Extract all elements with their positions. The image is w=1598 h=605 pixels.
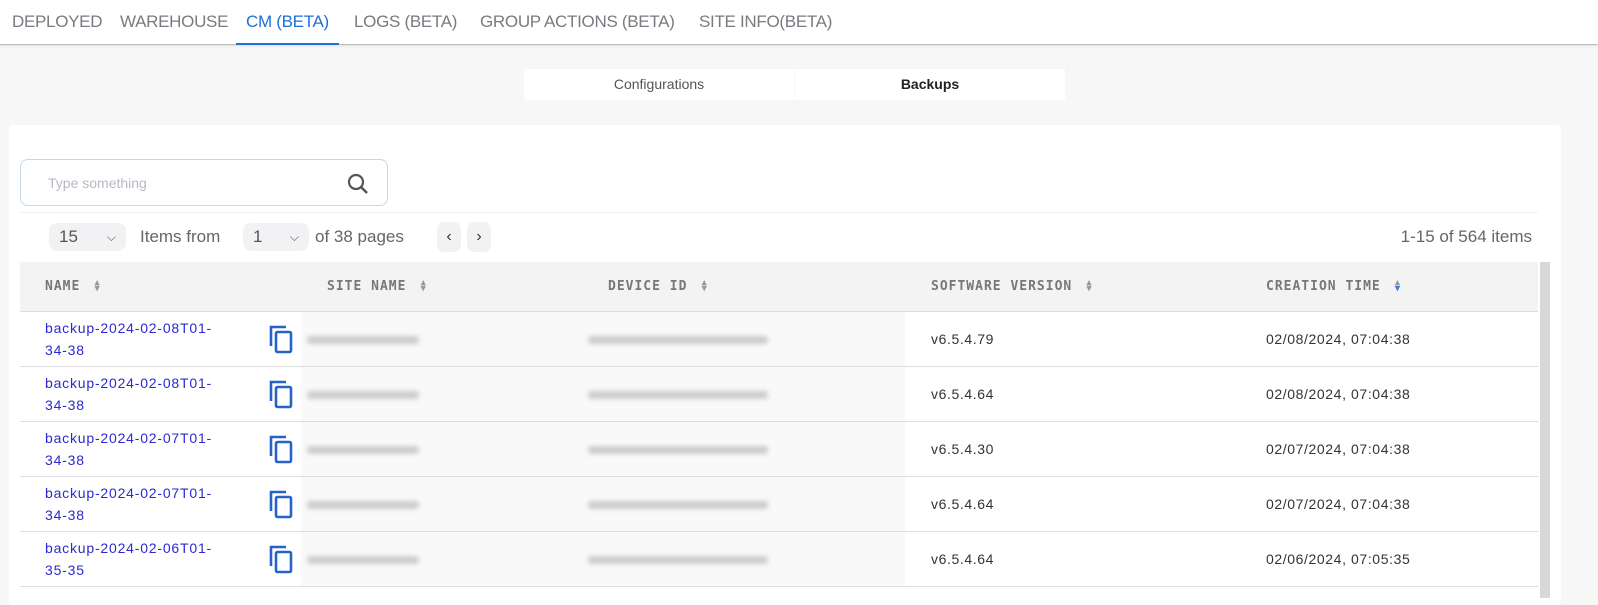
redacted-device-id: [588, 390, 768, 399]
column-device-id[interactable]: DEVICE ID ▲ ▼: [582, 262, 905, 312]
device-id-cell: [582, 366, 905, 422]
backups-table: NAME ▲ ▼ SITE NAME ▲ ▼ DEVICE ID ▲ ▼ SOFTWARE …: [20, 262, 1538, 587]
name-cell: backup-2024-02-08T01- 34-38: [20, 366, 301, 422]
page-size-value: 15: [59, 227, 78, 246]
device-id-cell: [582, 421, 905, 477]
column-label: NAME: [45, 278, 81, 294]
search-input[interactable]: Type something: [20, 159, 388, 206]
column-software-version[interactable]: SOFTWARE VERSION ▲ ▼: [905, 262, 1240, 312]
redacted-site-name: [307, 445, 419, 454]
chevron-down-icon: ⌵: [289, 230, 299, 244]
copy-icon[interactable]: [268, 324, 294, 354]
redacted-device-id: [588, 335, 768, 344]
name-cell: backup-2024-02-07T01- 34-38: [20, 476, 301, 532]
backup-name-link[interactable]: backup-2024-02-07T01- 34-38: [45, 429, 213, 468]
creation-time-cell: 02/06/2024, 07:05:35: [1240, 531, 1538, 587]
tab-group-actions[interactable]: GROUP ACTIONS (BETA): [480, 12, 675, 31]
table-row: backup-2024-02-06T01- 35-35 v6.5.4.64 02/…: [20, 531, 1538, 587]
version-cell: v6.5.4.30: [905, 421, 1240, 477]
creation-time-cell: 02/07/2024, 07:04:38: [1240, 476, 1538, 532]
site-name-cell: [301, 531, 582, 587]
redacted-device-id: [588, 555, 768, 564]
column-creation-time[interactable]: CREATION TIME ▲ ▼: [1240, 262, 1538, 312]
version-cell: v6.5.4.64: [905, 531, 1240, 587]
copy-icon[interactable]: [268, 379, 294, 409]
creation-time-cell: 02/07/2024, 07:04:38: [1240, 421, 1538, 477]
redacted-site-name: [307, 335, 419, 344]
backup-name-link[interactable]: backup-2024-02-07T01- 34-38: [45, 484, 213, 523]
redacted-site-name: [307, 555, 419, 564]
page-select[interactable]: 1 ⌵: [243, 223, 309, 251]
segment-configurations[interactable]: Configurations: [524, 69, 794, 100]
backup-name-link[interactable]: backup-2024-02-08T01- 34-38: [45, 374, 213, 413]
column-label: SOFTWARE VERSION: [931, 278, 1073, 294]
page-size-select[interactable]: 15 ⌵: [49, 223, 126, 251]
copy-icon[interactable]: [268, 434, 294, 464]
tab-site-info[interactable]: SITE INFO(BETA): [699, 12, 833, 31]
name-cell: backup-2024-02-06T01- 35-35: [20, 531, 301, 587]
scrollbar[interactable]: [1540, 262, 1550, 598]
column-label: CREATION TIME: [1266, 278, 1381, 294]
version-cell: v6.5.4.64: [905, 476, 1240, 532]
table-header: NAME ▲ ▼ SITE NAME ▲ ▼ DEVICE ID ▲ ▼ SOFTWARE …: [20, 262, 1538, 312]
backup-name-link[interactable]: backup-2024-02-06T01- 35-35: [45, 539, 213, 578]
redacted-site-name: [307, 500, 419, 509]
column-label: DEVICE ID: [608, 278, 688, 294]
creation-time-cell: 02/08/2024, 07:04:38: [1240, 366, 1538, 422]
table-row: backup-2024-02-08T01- 34-38 v6.5.4.79 02/…: [20, 311, 1538, 367]
redacted-device-id: [588, 500, 768, 509]
tab-warehouse[interactable]: WAREHOUSE: [120, 12, 229, 31]
column-site-name[interactable]: SITE NAME ▲ ▼: [301, 262, 582, 312]
sort-icon[interactable]: ▲ ▼: [94, 278, 101, 295]
redacted-device-id: [588, 445, 768, 454]
column-name[interactable]: NAME ▲ ▼: [20, 262, 301, 312]
search-icon[interactable]: [346, 172, 370, 196]
version-cell: v6.5.4.64: [905, 366, 1240, 422]
device-id-cell: [582, 476, 905, 532]
chevron-down-icon: ⌵: [106, 230, 116, 244]
device-id-cell: [582, 311, 905, 367]
pagination-bar: 15 ⌵ Items from 1 ⌵ of 38 pages ‹ › 1-15 o…: [20, 212, 1538, 262]
prev-page-button[interactable]: ‹: [437, 222, 461, 252]
sort-icon[interactable]: ▲ ▼: [420, 278, 427, 295]
name-cell: backup-2024-02-07T01- 34-38: [20, 421, 301, 477]
table-row: backup-2024-02-07T01- 34-38 v6.5.4.30 02/…: [20, 421, 1538, 477]
table-row: backup-2024-02-08T01- 34-38 v6.5.4.64 02/…: [20, 366, 1538, 422]
site-name-cell: [301, 421, 582, 477]
copy-icon[interactable]: [268, 544, 294, 574]
column-label: SITE NAME: [327, 278, 407, 294]
name-cell: backup-2024-02-08T01- 34-38: [20, 311, 301, 367]
page-count-label: of 38 pages: [315, 227, 404, 246]
copy-icon[interactable]: [268, 489, 294, 519]
tab-logs[interactable]: LOGS (BETA): [354, 12, 458, 31]
tab-cm[interactable]: CM (BETA): [236, 0, 339, 45]
page-value: 1: [253, 227, 263, 246]
tab-deployed[interactable]: DEPLOYED: [12, 12, 103, 31]
site-name-cell: [301, 366, 582, 422]
backup-name-link[interactable]: backup-2024-02-08T01- 34-38: [45, 319, 213, 358]
sort-icon[interactable]: ▲ ▼: [1394, 278, 1402, 295]
search-placeholder: Type something: [48, 175, 147, 191]
items-from-label: Items from: [140, 227, 221, 246]
sort-icon[interactable]: ▲ ▼: [1086, 278, 1093, 295]
creation-time-cell: 02/08/2024, 07:04:38: [1240, 311, 1538, 367]
sort-icon[interactable]: ▲ ▼: [701, 278, 708, 295]
items-summary: 1-15 of 564 items: [1400, 227, 1532, 246]
segment-backups[interactable]: Backups: [795, 69, 1065, 100]
table-row: backup-2024-02-07T01- 34-38 v6.5.4.64 02/…: [20, 476, 1538, 532]
top-nav: DEPLOYED WAREHOUSE CM (BETA) LOGS (BETA)…: [0, 0, 1598, 45]
site-name-cell: [301, 311, 582, 367]
device-id-cell: [582, 531, 905, 587]
next-page-button[interactable]: ›: [467, 222, 491, 252]
site-name-cell: [301, 476, 582, 532]
version-cell: v6.5.4.79: [905, 311, 1240, 367]
redacted-site-name: [307, 390, 419, 399]
